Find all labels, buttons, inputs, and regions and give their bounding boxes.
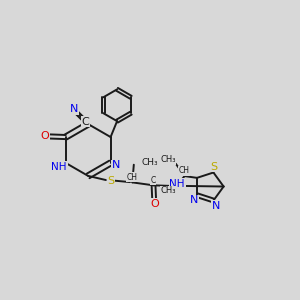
Text: CH: CH	[178, 166, 190, 175]
Text: N: N	[112, 160, 120, 170]
Text: NH: NH	[52, 162, 67, 172]
Text: S: S	[108, 176, 115, 186]
Text: O: O	[41, 131, 50, 142]
Text: N: N	[190, 196, 198, 206]
Text: NH: NH	[169, 178, 185, 189]
Text: CH₃: CH₃	[160, 186, 176, 195]
Text: O: O	[150, 199, 159, 209]
Text: CH: CH	[126, 172, 137, 182]
Text: S: S	[211, 162, 218, 172]
Text: CH₃: CH₃	[142, 158, 158, 167]
Text: N: N	[212, 201, 220, 211]
Text: C: C	[82, 117, 89, 127]
Text: C: C	[150, 176, 156, 184]
Text: CH₃: CH₃	[160, 155, 176, 164]
Text: N: N	[70, 104, 78, 114]
